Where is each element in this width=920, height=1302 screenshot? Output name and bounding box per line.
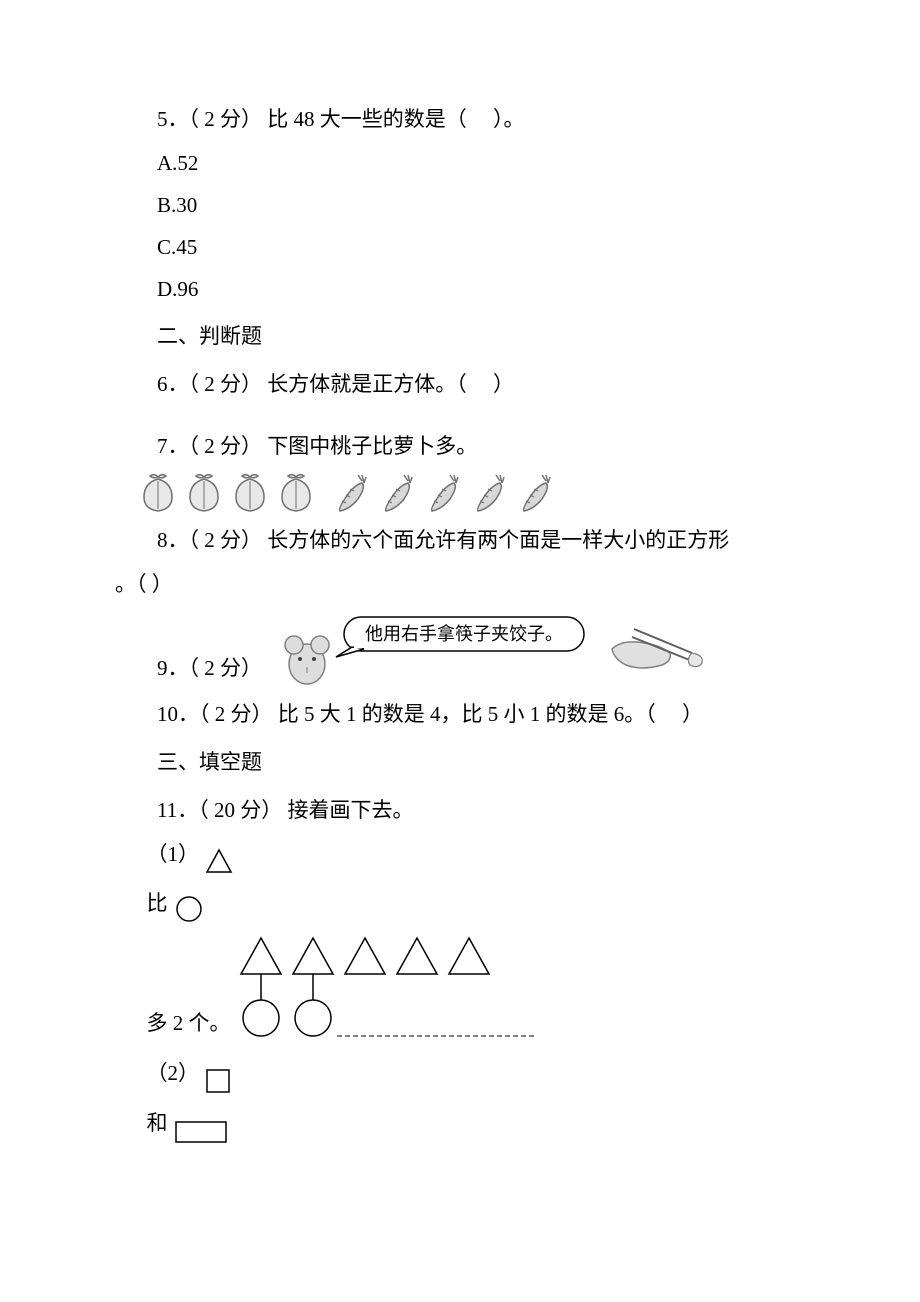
- q11-sub1-row2: 比: [147, 884, 806, 924]
- carrot-icon: [512, 471, 556, 515]
- q11-triangles-circles-diagram: [237, 934, 547, 1044]
- q5-option-c: C.45: [115, 228, 805, 268]
- q9-illustration: 他用右手拿筷子夹饺子。: [272, 609, 712, 689]
- q9-bubble-text-svg: 他用右手拿筷子夹饺子。: [365, 623, 563, 644]
- q11-sub2-row2: 和: [147, 1104, 806, 1144]
- question-11-text: 11．（ 20 分） 接着画下去。: [115, 791, 805, 831]
- q11-sub1-tail: 多 2 个。: [147, 1004, 231, 1044]
- question-9-prefix: 9．（ 2 分）: [115, 649, 262, 689]
- q11-sub1-row1: （1）: [147, 835, 806, 875]
- q5-option-a: A.52: [115, 144, 805, 184]
- question-8-line2: 。（ ）: [115, 565, 805, 605]
- q11-sub2-row1: （2）: [147, 1054, 806, 1094]
- triangle-icon: [205, 848, 233, 874]
- peach-icon: [182, 471, 226, 515]
- q11-sub1-bi: 比: [147, 884, 168, 924]
- q5-option-d: D.96: [115, 270, 805, 310]
- circle-icon: [174, 894, 204, 924]
- carrot-icon: [374, 471, 418, 515]
- question-6-text: 6．（ 2 分） 长方体就是正方体。（ ）: [115, 365, 805, 405]
- q11-sub2-he: 和: [147, 1104, 168, 1144]
- q7-icon-row: [136, 471, 805, 515]
- rectangle-icon: [174, 1118, 228, 1144]
- section-2-heading: 二、判断题: [115, 317, 805, 357]
- peach-icon: [136, 471, 180, 515]
- peach-icon: [228, 471, 272, 515]
- carrot-icon: [466, 471, 510, 515]
- question-9-row: 9．（ 2 分） 他用右手拿筷子夹饺子。: [115, 609, 805, 689]
- q11-sub1-prefix: （1）: [147, 835, 200, 875]
- peach-icon: [274, 471, 318, 515]
- square-icon: [205, 1068, 231, 1094]
- section-3-heading: 三、填空题: [115, 743, 805, 783]
- q11-sub2-prefix: （2）: [147, 1054, 200, 1094]
- question-7-text: 7．（ 2 分） 下图中桃子比萝卜多。: [115, 427, 805, 467]
- q5-option-b: B.30: [115, 186, 805, 226]
- q11-sub1-diagram-row: 多 2 个。: [147, 934, 806, 1044]
- question-8-line1: 8．（ 2 分） 长方体的六个面允许有两个面是一样大小的正方形: [115, 521, 805, 561]
- question-10-text: 10．（ 2 分） 比 5 大 1 的数是 4，比 5 小 1 的数是 6。（ …: [115, 695, 805, 735]
- question-5-text: 5．（ 2 分） 比 48 大一些的数是（ ）。: [115, 100, 805, 140]
- carrot-icon: [328, 471, 372, 515]
- carrot-icon: [420, 471, 464, 515]
